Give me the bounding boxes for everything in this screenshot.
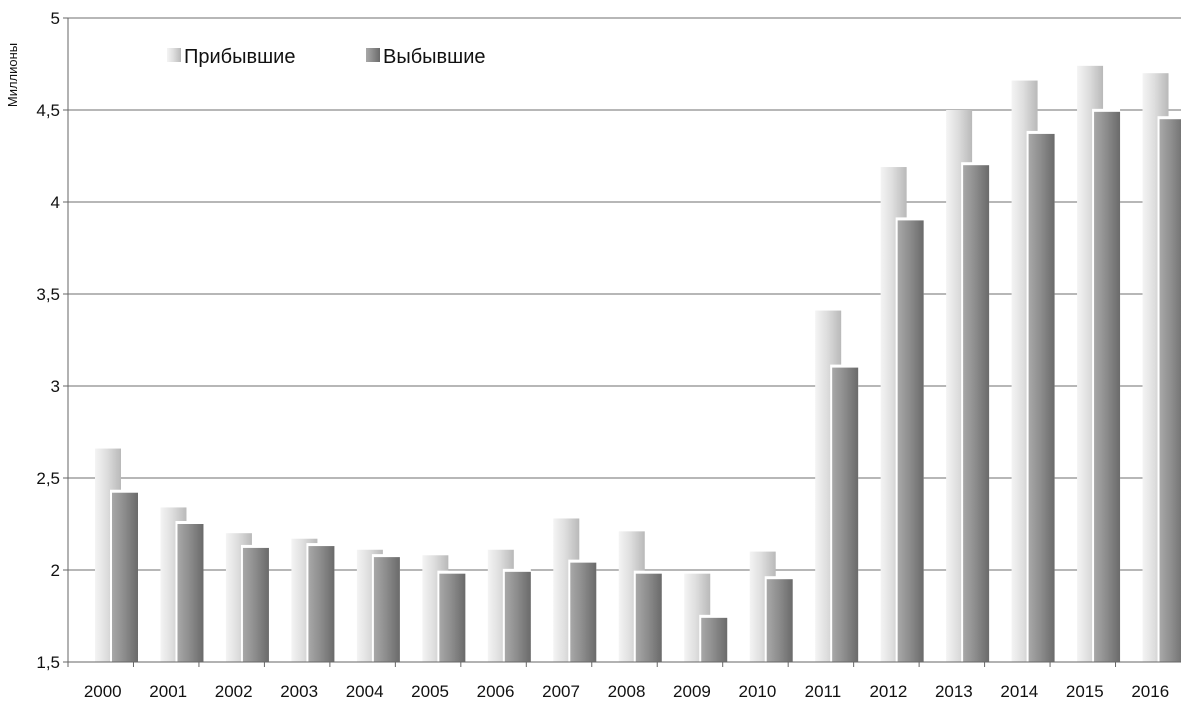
x-tick-label: 2014	[1000, 682, 1038, 701]
bar-departed	[897, 220, 924, 662]
y-tick-label: 3,5	[36, 285, 60, 304]
x-tick-label: 2012	[869, 682, 907, 701]
y-tick-label: 2	[51, 561, 60, 580]
x-tick-label: 2006	[477, 682, 515, 701]
y-axis-label: Миллионы	[5, 43, 20, 107]
axes	[63, 17, 1181, 667]
bar-departed	[504, 571, 531, 662]
bar-departed	[766, 579, 793, 662]
legend-swatch-departed	[366, 48, 380, 62]
bars	[95, 65, 1181, 663]
bar-departed	[112, 492, 138, 662]
bar-departed	[635, 573, 662, 662]
legend-swatch-arrived	[167, 48, 181, 62]
bar-departed	[242, 547, 269, 662]
bar-departed	[963, 165, 990, 662]
bar-departed	[308, 546, 335, 662]
y-tick-label: 1,5	[36, 653, 60, 672]
y-tick-label: 5	[51, 9, 60, 28]
bar-departed	[570, 562, 597, 662]
x-tick-label: 2008	[608, 682, 646, 701]
bar-departed	[373, 557, 400, 662]
bar-departed	[1028, 133, 1055, 663]
gridlines	[68, 17, 1181, 571]
x-tick-label: 2013	[935, 682, 973, 701]
x-tick-label: 2000	[84, 682, 122, 701]
tick-labels: 1,5 2 2,5 3 3,5 4 4,5 5 2000 2001 2002 2003 2004 2005…	[36, 9, 1169, 701]
x-tick-label: 2015	[1066, 682, 1104, 701]
y-tick-label: 4	[51, 193, 60, 212]
x-tick-label: 2016	[1131, 682, 1169, 701]
x-tick-label: 2009	[673, 682, 711, 701]
y-tick-label: 4,5	[36, 101, 60, 120]
bar-departed	[1159, 119, 1181, 662]
bar-departed	[1094, 111, 1121, 663]
x-tick-label: 2010	[739, 682, 777, 701]
x-tick-label: 2007	[542, 682, 580, 701]
y-tick-label: 3	[51, 377, 60, 396]
legend: Прибывшие Выбывшие	[167, 46, 486, 68]
bar-departed	[832, 367, 859, 662]
x-tick-label: 2001	[149, 682, 187, 701]
x-tick-label: 2011	[805, 682, 842, 701]
legend-label-arrived: Прибывшие	[184, 46, 295, 68]
legend-label-departed: Выбывшие	[383, 46, 486, 68]
x-tick-label: 2003	[280, 682, 318, 701]
bar-departed	[177, 524, 204, 662]
y-tick-label: 2,5	[36, 469, 60, 488]
x-tick-label: 2002	[215, 682, 253, 701]
bar-departed	[701, 617, 728, 662]
bar-departed	[439, 573, 466, 662]
x-tick-label: 2005	[411, 682, 449, 701]
x-tick-label: 2004	[346, 682, 384, 701]
